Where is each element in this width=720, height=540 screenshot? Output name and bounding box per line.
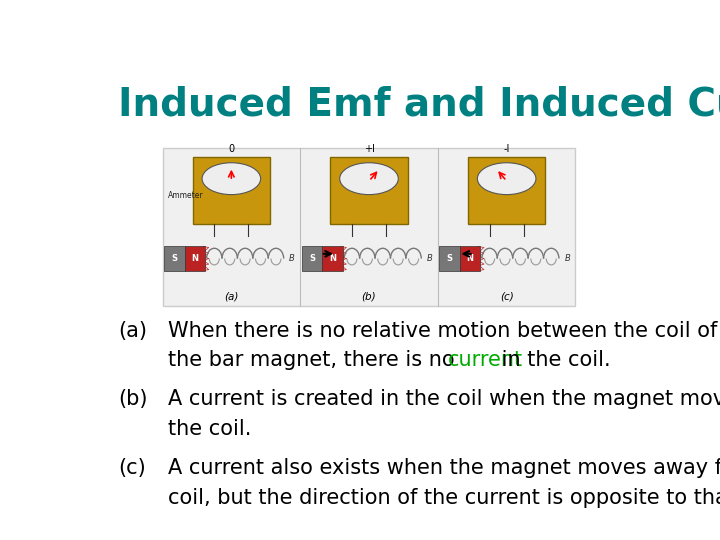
- FancyBboxPatch shape: [184, 246, 205, 271]
- Text: coil, but the direction of the current is opposite to that in ( b).: coil, but the direction of the current i…: [168, 488, 720, 508]
- Text: Induced Emf and Induced Current: Induced Emf and Induced Current: [118, 85, 720, 124]
- FancyBboxPatch shape: [193, 158, 270, 224]
- FancyBboxPatch shape: [302, 246, 323, 271]
- Text: Ammeter: Ammeter: [168, 191, 204, 200]
- Text: the coil.: the coil.: [168, 419, 251, 439]
- Text: N: N: [192, 254, 199, 263]
- Text: current: current: [448, 350, 523, 370]
- Text: (c): (c): [500, 291, 513, 301]
- Ellipse shape: [477, 163, 536, 194]
- Ellipse shape: [340, 163, 398, 194]
- Text: (a): (a): [118, 321, 147, 341]
- Text: (b): (b): [118, 389, 148, 409]
- Text: N: N: [467, 254, 474, 263]
- Text: N: N: [329, 254, 336, 263]
- Text: +I: +I: [364, 144, 374, 154]
- FancyBboxPatch shape: [460, 246, 480, 271]
- Text: -I: -I: [503, 144, 510, 154]
- Text: 0: 0: [228, 144, 235, 154]
- Text: S: S: [446, 254, 452, 263]
- FancyBboxPatch shape: [323, 246, 343, 271]
- Text: B: B: [564, 254, 570, 263]
- FancyBboxPatch shape: [163, 148, 575, 306]
- Text: When there is no relative motion between the coil of wire and: When there is no relative motion between…: [168, 321, 720, 341]
- Text: S: S: [171, 254, 177, 263]
- FancyBboxPatch shape: [330, 158, 408, 224]
- Text: (c): (c): [118, 458, 145, 478]
- Ellipse shape: [202, 163, 261, 194]
- Text: S: S: [309, 254, 315, 263]
- FancyBboxPatch shape: [164, 246, 184, 271]
- Text: A current also exists when the magnet moves away from the: A current also exists when the magnet mo…: [168, 458, 720, 478]
- Text: (b): (b): [361, 291, 377, 301]
- FancyBboxPatch shape: [439, 246, 460, 271]
- Text: B: B: [427, 254, 433, 263]
- Text: A current is created in the coil when the magnet moves toward: A current is created in the coil when th…: [168, 389, 720, 409]
- FancyBboxPatch shape: [468, 158, 545, 224]
- Text: (a): (a): [224, 291, 238, 301]
- Text: the bar magnet, there is no: the bar magnet, there is no: [168, 350, 462, 370]
- Text: in the coil.: in the coil.: [495, 350, 611, 370]
- Text: B: B: [289, 254, 295, 263]
